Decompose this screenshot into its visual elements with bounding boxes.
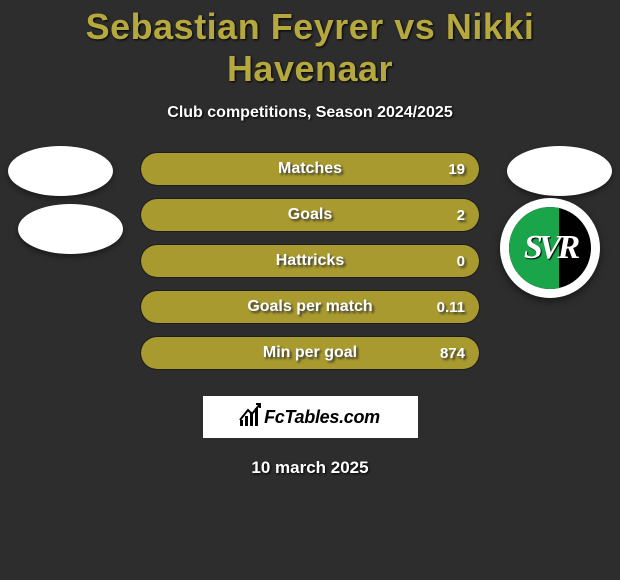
- stat-value: 2: [457, 199, 465, 231]
- stat-label: Matches: [141, 153, 479, 185]
- stat-label: Goals: [141, 199, 479, 231]
- stat-row: Matches19: [140, 152, 480, 186]
- brand-chart-icon: [240, 408, 258, 426]
- stat-label: Hattricks: [141, 245, 479, 277]
- club-badge-letters: SVR: [524, 229, 576, 267]
- stat-row: Goals per match0.11: [140, 290, 480, 324]
- player-right-avatar: [507, 146, 612, 196]
- brand-box: FcTables.com: [203, 396, 418, 438]
- stat-bars-container: Matches19 Goals2 Hattricks0 Goals per match…: [140, 152, 480, 370]
- date-line: 10 march 2025: [0, 458, 620, 478]
- stat-value: 0: [457, 245, 465, 277]
- page-subtitle: Club competitions, Season 2024/2025: [0, 104, 620, 122]
- player-left-avatar-2: [18, 204, 123, 254]
- stat-label: Goals per match: [141, 291, 479, 323]
- stat-row: Min per goal874: [140, 336, 480, 370]
- player-left-avatar-1: [8, 146, 113, 196]
- stat-value: 0.11: [437, 291, 465, 323]
- page-title: Sebastian Feyrer vs Nikki Havenaar: [0, 0, 620, 90]
- stat-value: 874: [440, 337, 465, 369]
- club-badge: SVR: [500, 198, 600, 298]
- stat-value: 19: [448, 153, 465, 185]
- stat-label: Min per goal: [141, 337, 479, 369]
- stat-row: Hattricks0: [140, 244, 480, 278]
- comparison-area: SVR Matches19 Goals2 Hattricks0 Goals per m…: [0, 152, 620, 392]
- stat-row: Goals2: [140, 198, 480, 232]
- brand-text: FcTables.com: [264, 407, 380, 428]
